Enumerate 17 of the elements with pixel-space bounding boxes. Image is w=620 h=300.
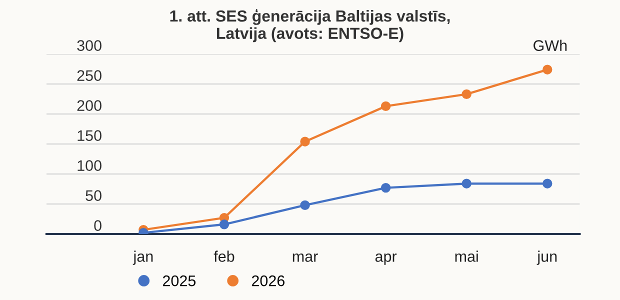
x-tick-label: jan xyxy=(132,250,153,265)
y-tick-label: 0 xyxy=(94,220,102,231)
y-tick-label: 200 xyxy=(77,100,102,111)
chart-title: 1. att. SES ģenerācija Baltijas valstīs, Latvija (avots: ENTSO-E) xyxy=(170,9,450,42)
legend-label: 2025 xyxy=(162,275,196,286)
x-tick-label: mar xyxy=(292,254,318,262)
y-tick-label: 50 xyxy=(86,190,102,201)
legend-label: 2026 xyxy=(252,275,284,286)
y-tick-label: 150 xyxy=(78,130,102,141)
x-tick-label: mai xyxy=(455,250,478,262)
y-axis-title: GWh xyxy=(534,40,567,51)
x-tick-label: apr xyxy=(375,254,397,265)
x-tick-label: feb xyxy=(214,250,234,262)
y-tick-label: 300 xyxy=(77,40,102,51)
y-tick-label: 250 xyxy=(77,70,102,81)
x-tick-label: jun xyxy=(536,250,557,265)
y-tick-label: 100 xyxy=(78,160,102,171)
